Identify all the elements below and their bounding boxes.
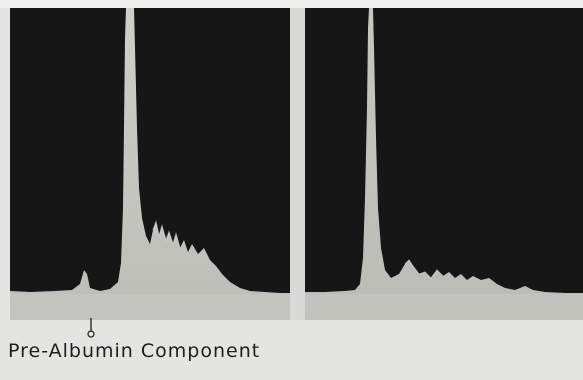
pre-albumin-arrow-icon <box>87 318 95 338</box>
left-trace-panel <box>10 8 290 320</box>
right-trace-panel <box>305 8 583 320</box>
panel-divider <box>290 8 305 320</box>
top-strip <box>0 0 583 8</box>
left-trace <box>10 8 290 320</box>
right-trace <box>305 8 583 320</box>
figure-caption: Pre-Albumin Component <box>8 340 261 362</box>
left-trace-area <box>10 8 290 320</box>
right-trace-area <box>305 8 583 320</box>
